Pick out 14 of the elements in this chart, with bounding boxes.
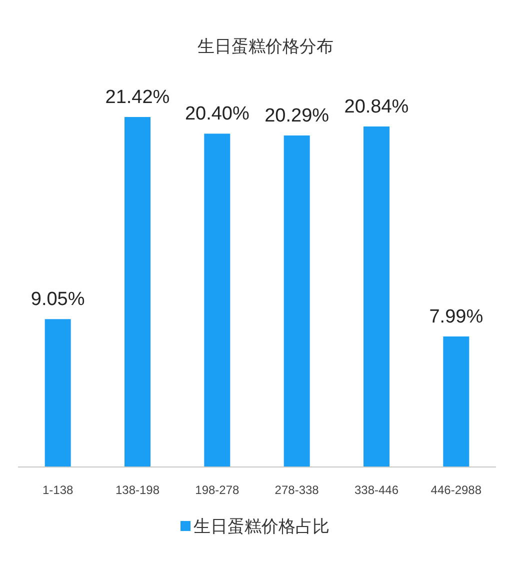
x-tick-label: 338-446 xyxy=(354,483,399,497)
data-label: 9.05% xyxy=(30,289,85,310)
data-label: 7.99% xyxy=(429,306,484,328)
x-tick-label: 1-138 xyxy=(42,483,74,497)
legend-label: 生日蛋糕价格占比 xyxy=(194,517,330,536)
data-label: 20.40% xyxy=(184,104,250,125)
x-tick-label: 138-198 xyxy=(115,483,160,497)
data-label: 20.29% xyxy=(264,105,330,126)
data-label: 21.42% xyxy=(105,87,170,108)
x-tick-label: 446-2988 xyxy=(430,483,482,497)
x-tick-label: 278-338 xyxy=(274,483,320,497)
x-tick-label: 198-278 xyxy=(195,483,240,497)
data-label: 20.84% xyxy=(344,96,409,118)
chart-title: 生日蛋糕价格分布 xyxy=(198,37,334,56)
